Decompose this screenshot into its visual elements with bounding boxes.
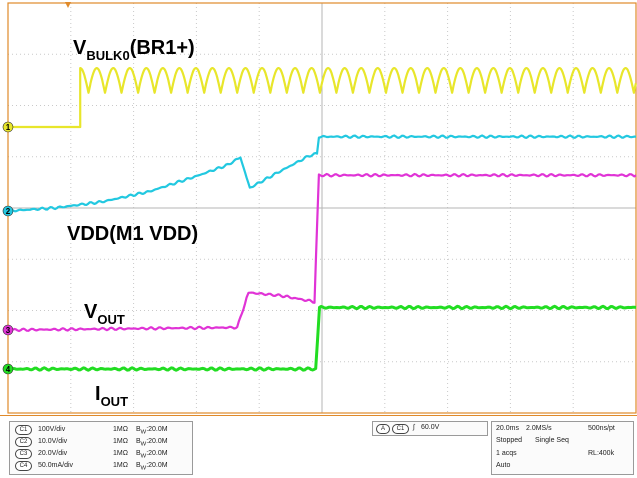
trigger-mode-badge[interactable]: A <box>376 424 390 434</box>
acquisition-settings-box[interactable]: 20.0ms 2.0MS/s 500ns/pt Stopped Single S… <box>491 421 634 475</box>
trace-ch1 <box>8 67 637 129</box>
ground-marker-ch2[interactable]: 2 <box>2 205 14 217</box>
readout-panel: C1 100V/div 1MΩ BW:20.0M C2 10.0V/div 1M… <box>0 415 637 478</box>
channel-impedance: 1MΩ <box>113 426 128 433</box>
ground-marker-label: 3 <box>6 326 11 335</box>
trigger-level: 60.0V <box>421 424 440 431</box>
vbulk-label: VBULK0(BR1+) <box>73 37 195 63</box>
trace-ch3 <box>7 172 637 333</box>
acquisition-seq: Single Seq <box>535 437 569 444</box>
ground-marker-ch4[interactable]: 4 <box>2 363 14 375</box>
vdd-label: VDD(M1 VDD) <box>67 223 198 245</box>
trace-ch4 <box>7 304 637 372</box>
ground-markers: 1 2 3 4 <box>2 121 14 375</box>
traces <box>7 67 637 372</box>
channel-scale: 10.0V/div <box>38 438 68 445</box>
ground-marker-ch1[interactable]: 1 <box>2 121 14 133</box>
trigger-source-badge[interactable]: C1 <box>392 424 409 434</box>
acquisition-state: Stopped <box>496 437 523 444</box>
vout-label: VOUT <box>84 301 125 327</box>
timebase: 20.0ms <box>496 425 519 432</box>
channel-bandwidth: BW:20.0M <box>136 450 168 460</box>
ground-marker-label: 1 <box>6 123 11 132</box>
sample-rate: 2.0MS/s <box>526 425 552 432</box>
channel-scale: 50.0mA/div <box>38 462 74 469</box>
trigger-mode: Auto <box>496 462 511 469</box>
trigger-slope-icon: ∫ <box>413 424 415 431</box>
channel-settings-box[interactable]: C1 100V/div 1MΩ BW:20.0M C2 10.0V/div 1M… <box>9 421 193 475</box>
trigger-position-marker <box>65 2 71 8</box>
channel-impedance: 1MΩ <box>113 450 128 457</box>
iout-label: IOUT <box>95 383 128 409</box>
channel-bandwidth: BW:20.0M <box>136 438 168 448</box>
channel-scale: 100V/div <box>38 426 66 433</box>
channel-scale: 20.0V/div <box>38 450 68 457</box>
scope-screen: 1 2 3 4 VBULK0(BR1+) VDD(M1 VDD) VOUT IOUT <box>2 2 637 414</box>
channel-badge[interactable]: C1 <box>15 425 32 435</box>
acquisition-count: 1 acqs <box>496 450 517 457</box>
channel-badge[interactable]: C2 <box>15 437 32 447</box>
trace-ch2 <box>7 134 637 213</box>
resolution: 500ns/pt <box>588 425 615 432</box>
channel-bandwidth: BW:20.0M <box>136 426 168 436</box>
channel-bandwidth: BW:20.0M <box>136 462 168 472</box>
channel-impedance: 1MΩ <box>113 438 128 445</box>
ground-marker-label: 4 <box>6 365 11 374</box>
channel-badge[interactable]: C4 <box>15 461 32 471</box>
ground-marker-ch3[interactable]: 3 <box>2 324 14 336</box>
channel-impedance: 1MΩ <box>113 462 128 469</box>
record-length: RL:400k <box>588 450 615 457</box>
channel-badge[interactable]: C3 <box>15 449 32 459</box>
trigger-settings-box[interactable]: A C1 ∫ 60.0V <box>372 421 488 436</box>
ground-marker-label: 2 <box>6 207 11 216</box>
